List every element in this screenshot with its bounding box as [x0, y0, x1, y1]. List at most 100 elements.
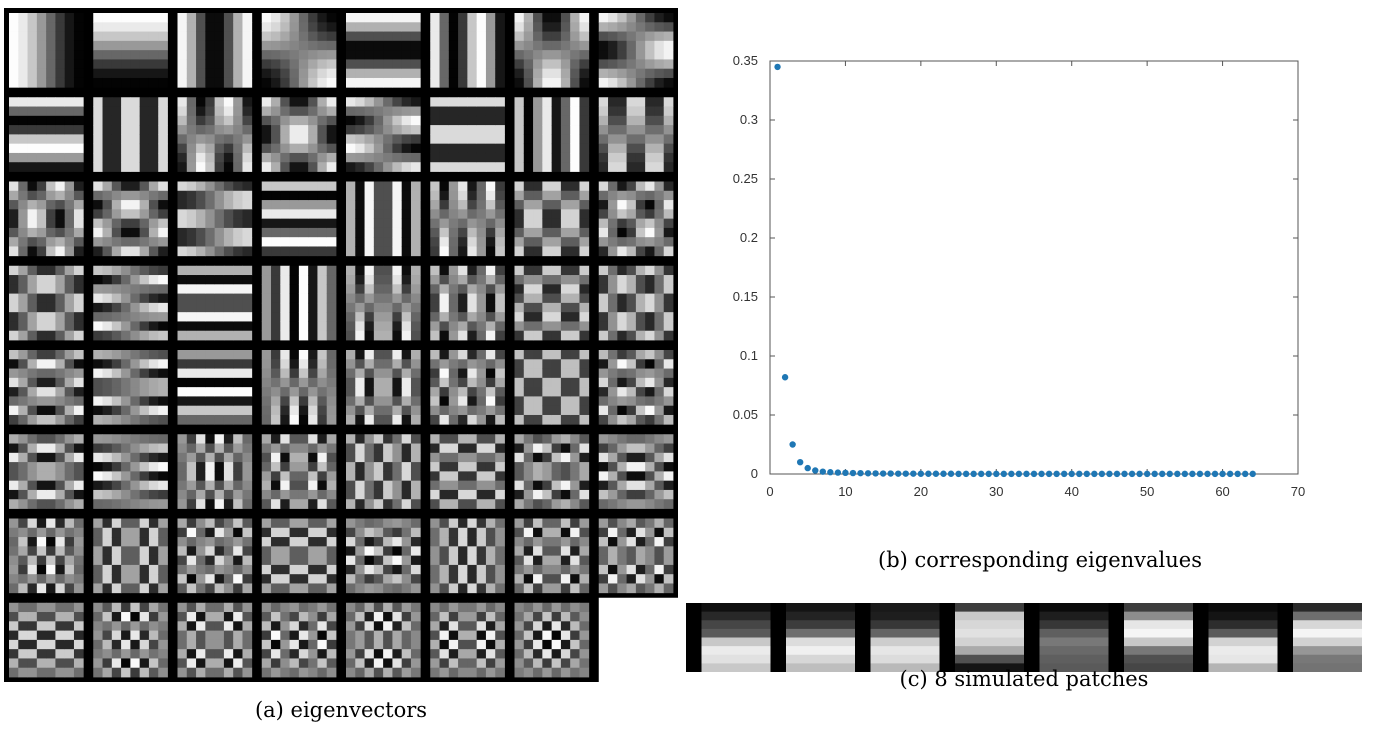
eigenvector-pixel: [654, 181, 665, 192]
y-tick-label: 0.05: [733, 407, 758, 422]
eigenvector-pixel: [233, 630, 243, 641]
eigenvector-pixel: [111, 639, 122, 650]
eigenvector-pixel: [261, 22, 272, 32]
eigenvector-pixel: [514, 50, 525, 60]
eigenvector-pixel: [401, 330, 412, 341]
eigenvector-pixel: [139, 134, 150, 145]
eigenvector-pixel: [495, 115, 505, 126]
eigenvector-pixel: [242, 218, 253, 229]
eigenvector-pixel: [579, 350, 590, 360]
eigenvector-pixel: [542, 480, 553, 491]
eigenvector-pixel: [46, 190, 56, 201]
eigenvector-pixel: [214, 564, 225, 575]
eigenvector-pixel: [654, 452, 665, 463]
eigenvector-pixel: [439, 350, 450, 360]
eigenvector-pixel: [551, 612, 562, 622]
eigenvector-pixel: [542, 97, 553, 107]
eigenvector-pixel: [73, 97, 84, 107]
eigenvector-pixel: [570, 574, 580, 584]
eigenvector-pixel: [186, 499, 197, 509]
eigenvector-pixel: [467, 40, 478, 51]
eigenvector-pixel: [308, 143, 318, 154]
eigenvector-pixel: [46, 405, 56, 416]
eigenvector-pixel: [533, 13, 543, 23]
eigenvector-pixel: [186, 31, 197, 42]
eigenvector-pixel: [186, 368, 197, 379]
eigenvector-pixel: [9, 368, 19, 379]
eigenvector-pixel: [102, 405, 113, 416]
eigenvector-pixel: [242, 612, 253, 622]
eigenvector-pixel: [223, 350, 234, 360]
eigenvector-pixel: [18, 227, 28, 238]
eigenvector-pixel: [551, 443, 562, 454]
eigenvector-pixel: [467, 359, 478, 369]
eigenvector-pixel: [93, 649, 103, 659]
eigenvector-pixel: [542, 359, 553, 369]
eigenvector-pixel: [598, 59, 609, 70]
eigenvector-pixel: [458, 227, 468, 238]
eigenvector-pixel: [242, 227, 253, 238]
eigenvector-pixel: [654, 574, 665, 584]
eigenvector-pixel: [346, 115, 356, 126]
eigenvector-pixel: [467, 284, 478, 294]
eigenvector-pixel: [111, 97, 122, 107]
eigenvector-pixel: [617, 152, 627, 163]
eigenvector-pixel: [289, 387, 300, 397]
eigenvector-pixel: [289, 612, 300, 622]
x-tick-label: 0: [766, 484, 773, 499]
eigenvector-pixel: [196, 200, 206, 210]
eigenvector-pixel: [111, 181, 122, 192]
eigenvector-pixel: [280, 50, 290, 60]
eigenvector-pixel: [326, 181, 337, 192]
eigenvector-pixel: [617, 97, 627, 107]
eigenvector-pixel: [121, 275, 131, 285]
eigenvector-pixel: [139, 630, 150, 641]
eigenvector-pixel: [93, 621, 103, 631]
eigenvector-pixel: [46, 209, 56, 220]
eigenvector-pixel: [148, 368, 159, 379]
patch-row: [1293, 663, 1362, 672]
eigenvector-pixel: [663, 434, 674, 444]
eigenvector-pixel: [196, 602, 206, 613]
eigenvector-pixel: [533, 396, 543, 407]
simulated-patch: [1208, 603, 1278, 672]
eigenvector-pixel: [467, 200, 478, 210]
eigenvector-pixel: [551, 190, 562, 201]
patch-row: [701, 611, 771, 621]
eigenvector-pixel: [64, 546, 75, 557]
eigenvector-pixel: [148, 546, 159, 557]
eigenvector-pixel: [121, 546, 131, 557]
eigenvector-pixel: [514, 125, 525, 135]
eigenvector-pixel: [271, 115, 281, 126]
eigenvector-pixel: [158, 237, 168, 247]
patch-row: [1208, 620, 1278, 630]
eigenvector-pixel: [439, 387, 450, 397]
eigenvector-pixel: [598, 134, 609, 145]
eigenvector-pixel: [111, 302, 122, 313]
eigenvector-pixel: [392, 527, 403, 538]
eigenvector-pixel: [298, 330, 309, 341]
eigenvector-pixel: [485, 396, 496, 407]
eigenvector-pixel: [579, 246, 590, 257]
eigenvector-pixel: [271, 489, 281, 500]
eigenvector-tile: [9, 97, 84, 172]
eigenvector-pixel: [485, 40, 496, 51]
eigenvector-pixel: [495, 583, 505, 594]
eigenvector-pixel: [214, 443, 225, 454]
eigenvector-pixel: [139, 649, 150, 659]
eigenvector-pixel: [271, 527, 281, 538]
eigenvector-pixel: [635, 152, 646, 163]
eigenvector-pixel: [214, 583, 225, 594]
eigenvector-pixel: [223, 667, 234, 678]
eigenvector-pixel: [261, 630, 272, 641]
eigenvector-pixel: [233, 97, 243, 107]
eigenvector-pixel: [383, 209, 393, 220]
eigenvector-pixel: [214, 434, 225, 444]
eigenvector-pixel: [18, 237, 28, 247]
eigenvector-pixel: [439, 134, 450, 145]
patch-row: [955, 611, 1024, 621]
eigenvector-pixel: [298, 564, 309, 575]
eigenvector-pixel: [205, 190, 216, 201]
eigenvector-pixel: [205, 284, 216, 294]
eigenvector-pixel: [495, 40, 505, 51]
